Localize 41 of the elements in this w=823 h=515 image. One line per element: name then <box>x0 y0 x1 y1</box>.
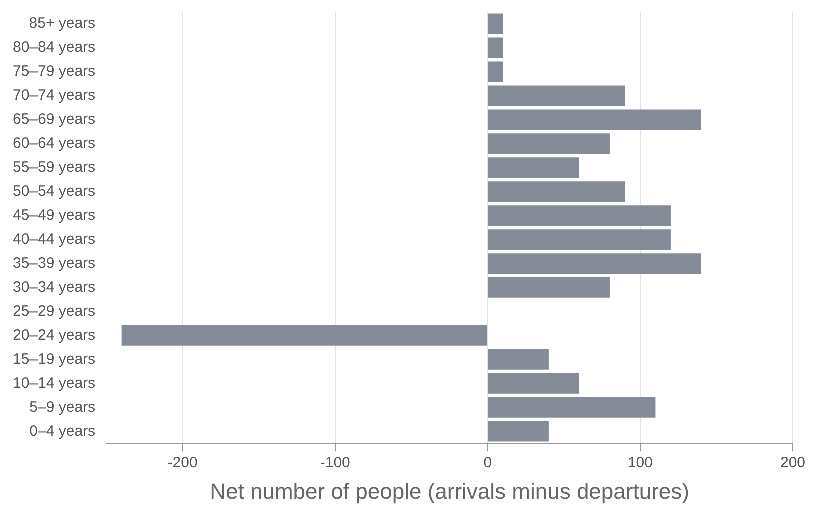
bar <box>488 182 626 202</box>
bar <box>122 326 488 346</box>
y-tick-label: 0–4 years <box>30 422 96 440</box>
y-tick-label: 5–9 years <box>30 398 96 416</box>
x-tick-label: 100 <box>628 454 653 472</box>
bar <box>488 14 504 34</box>
x-axis-title: Net number of people (arrivals minus departures) <box>210 478 690 504</box>
bar <box>488 134 610 154</box>
y-tick-label: 40–44 years <box>12 230 96 248</box>
y-tick-label: 85+ years <box>29 15 96 32</box>
y-tick-label: 10–14 years <box>12 374 96 392</box>
bar <box>488 62 504 82</box>
y-tick-label: 15–19 years <box>12 350 96 368</box>
bar <box>488 397 656 418</box>
y-tick-label: 80–84 years <box>12 39 96 56</box>
bar <box>488 373 580 394</box>
y-tick-label: 25–29 years <box>12 302 96 320</box>
bar <box>488 230 671 250</box>
y-tick-label: 75–79 years <box>12 63 96 80</box>
bar <box>488 206 671 226</box>
bar <box>488 349 549 370</box>
x-tick-label: 0 <box>484 454 492 472</box>
bar <box>488 158 580 178</box>
y-tick-label: 60–64 years <box>12 135 96 152</box>
bar <box>488 86 626 106</box>
bar <box>488 110 702 130</box>
y-tick-label: 70–74 years <box>12 87 96 104</box>
bar <box>488 278 610 298</box>
y-tick-label: 35–39 years <box>12 254 96 272</box>
x-tick-label: -100 <box>320 454 350 472</box>
x-tick-label: -200 <box>168 454 198 472</box>
bar <box>488 254 702 274</box>
y-tick-label: 30–34 years <box>12 278 96 296</box>
bar <box>488 421 549 442</box>
y-tick-label: 50–54 years <box>12 182 96 200</box>
y-tick-label: 55–59 years <box>12 158 96 176</box>
y-tick-label: 20–24 years <box>12 326 96 344</box>
y-tick-label: 45–49 years <box>12 206 96 224</box>
y-tick-label: 65–69 years <box>12 111 96 128</box>
bar <box>488 38 504 58</box>
x-tick-label: 200 <box>780 454 806 472</box>
